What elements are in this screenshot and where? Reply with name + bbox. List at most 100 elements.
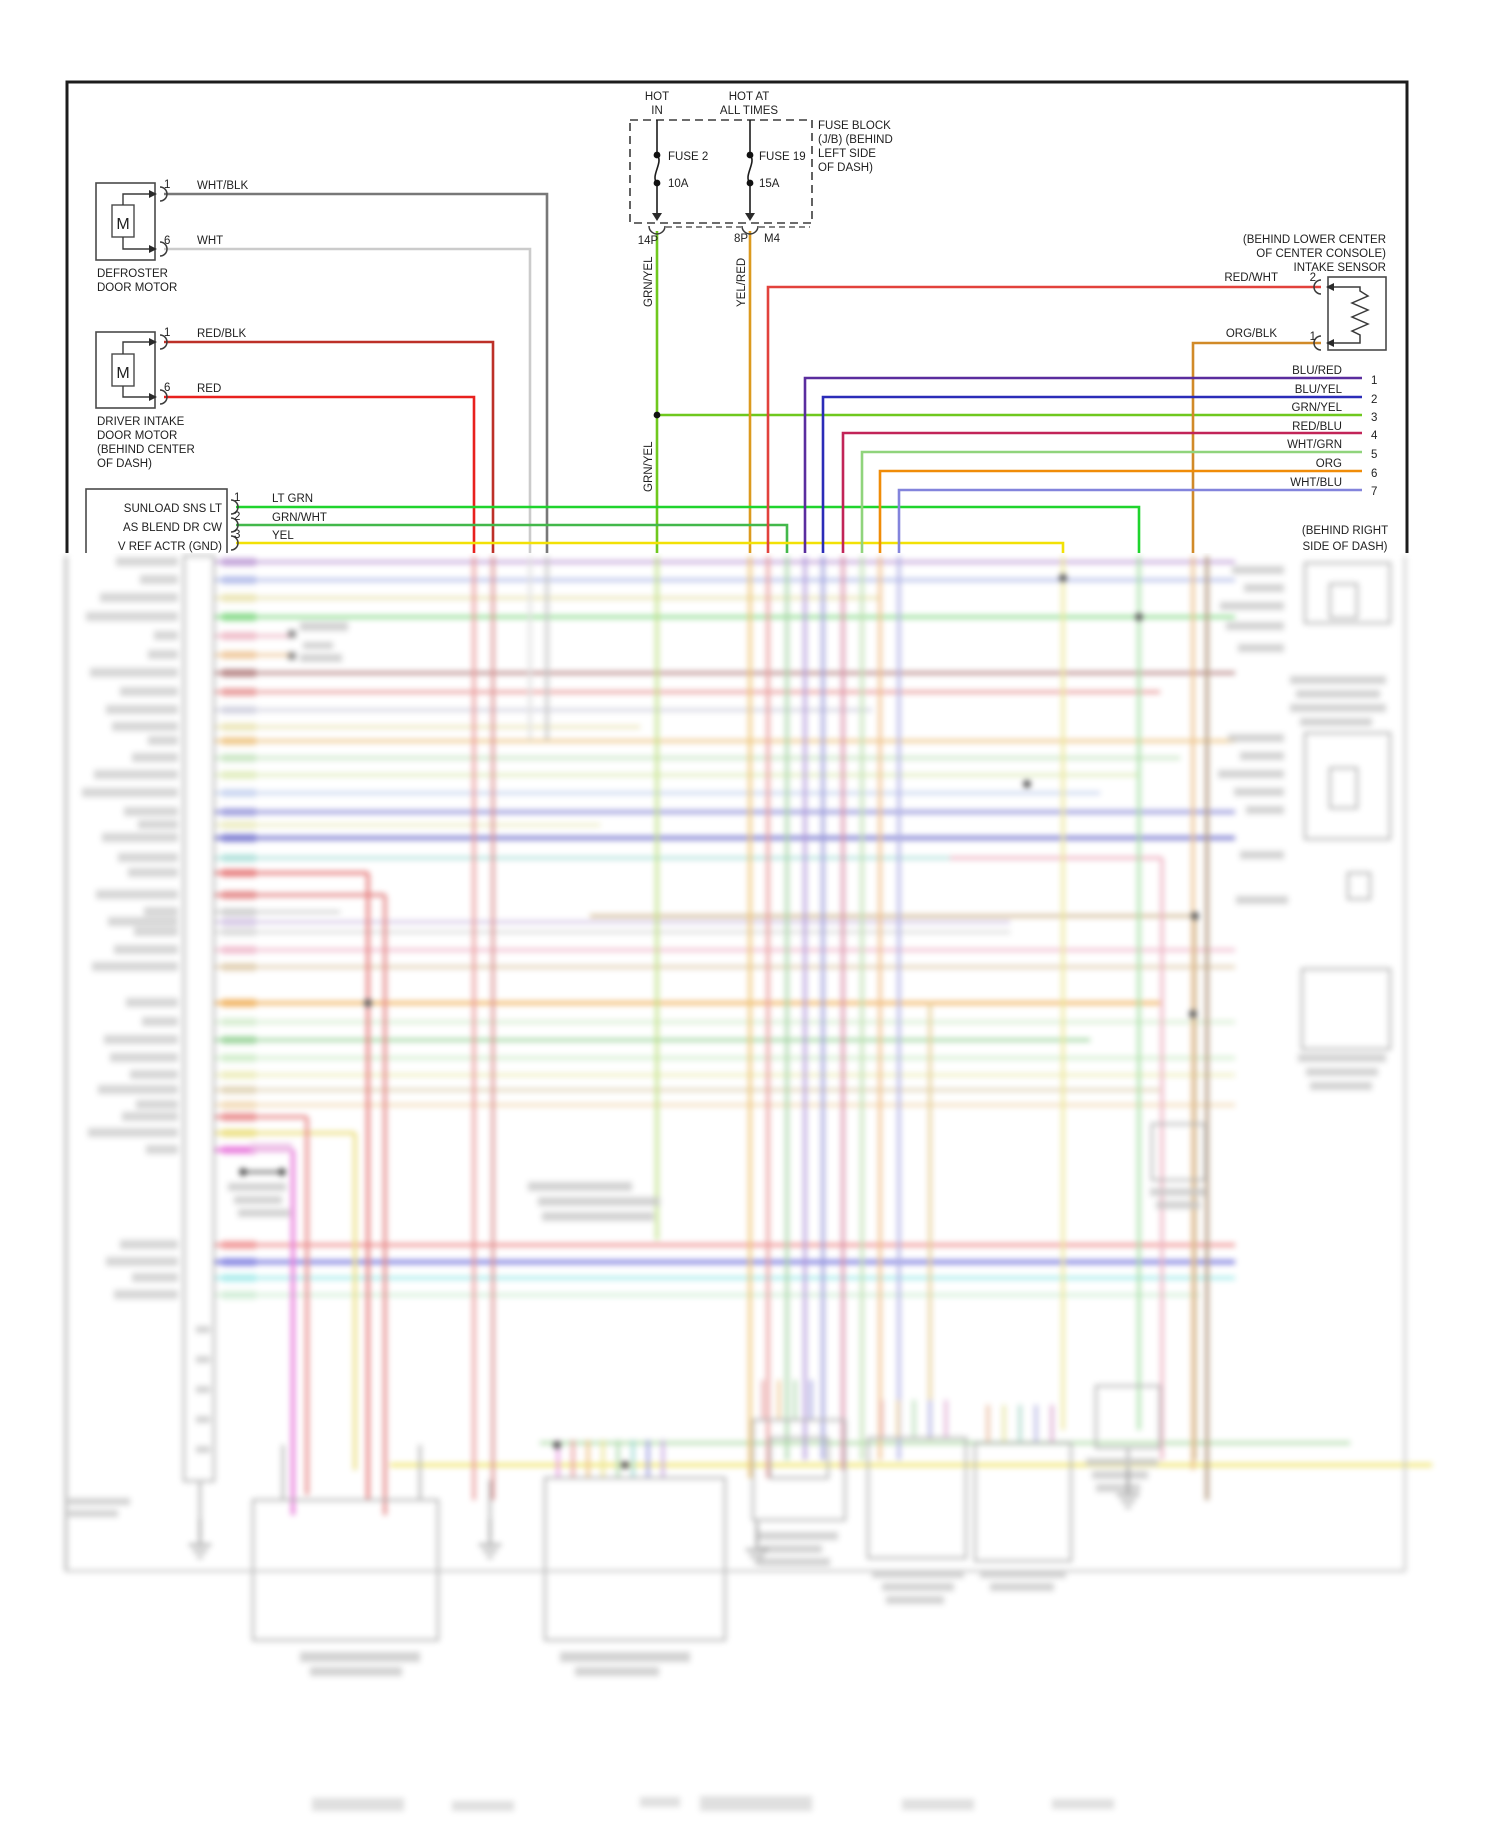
- blur-text-blob: [538, 1197, 660, 1206]
- connector-arc: [230, 535, 239, 551]
- blur-text-blob: [700, 1796, 812, 1811]
- blur-wire-name: [222, 1018, 256, 1026]
- blur-text-blob: [1246, 806, 1284, 814]
- right-pin-5: 5: [1371, 449, 1377, 461]
- blur-label: [130, 1070, 178, 1079]
- blur-wire-name: [222, 1113, 256, 1121]
- blur-text-blob: [1150, 1188, 1206, 1196]
- wire-blu-yel: [821, 395, 1362, 562]
- blur-label: [148, 650, 178, 659]
- blur-component-box: [1346, 871, 1372, 901]
- blur-wire-name: [222, 821, 256, 829]
- wire-red: [164, 395, 476, 562]
- blur-label: [92, 962, 178, 971]
- intake-sensor-name: INTAKE SENSOR: [1294, 262, 1386, 274]
- wire-org-label: ORG: [1316, 458, 1342, 470]
- junction-dot: [746, 151, 754, 159]
- fuse2-label: FUSE 2: [668, 151, 708, 163]
- blur-label: [116, 557, 178, 566]
- connector-14p: 14P: [638, 235, 659, 247]
- blur-wire-name: [222, 1054, 256, 1062]
- wire-grn-yel-label-1: GRN/YEL: [643, 256, 655, 307]
- wire-grn-wht: [236, 523, 789, 562]
- wire-grn-wht-label: GRN/WHT: [272, 512, 327, 524]
- connector-arc: [159, 389, 168, 405]
- blur-wire-name: [222, 789, 256, 797]
- intake-sensor-box: [1327, 276, 1387, 351]
- wire-red-wht-label: RED/WHT: [1224, 272, 1278, 284]
- driver-pin-1: 1: [164, 327, 170, 339]
- blur-label: [104, 1035, 178, 1044]
- fuse19-rating: 15A: [759, 178, 780, 190]
- wire-lt-grn: [236, 505, 1141, 562]
- blur-wire-name: [222, 669, 256, 677]
- connector-arc: [1313, 335, 1322, 351]
- blur-label: [144, 907, 178, 916]
- blur-component-box: [768, 1436, 830, 1480]
- blur-wire-name: [222, 854, 256, 862]
- connector-arc: [741, 225, 759, 235]
- sunload-pin-2: 2: [234, 511, 240, 523]
- blur-text-blob: [1156, 1201, 1200, 1209]
- blur-text-blob: [288, 630, 296, 638]
- blur-label: [108, 917, 178, 926]
- blur-text-blob: [303, 642, 333, 649]
- sunload-pin-3: 3: [234, 529, 240, 541]
- blur-wire-name: [222, 869, 256, 877]
- blur-wire-name: [222, 1258, 256, 1266]
- blur-text-blob: [1232, 566, 1284, 574]
- driver-pin-6: 6: [164, 382, 170, 394]
- blur-text-blob: [250, 1143, 292, 1152]
- sunload-row-3: V REF ACTR (GND): [118, 541, 222, 553]
- fuse-block-line2: (J/B) (BEHIND: [818, 134, 893, 146]
- right-pin-2: 2: [1371, 394, 1377, 406]
- blur-label: [132, 1273, 178, 1282]
- blur-text-blob: [1244, 584, 1284, 592]
- blur-wire-name: [222, 576, 256, 584]
- blur-text-blob: [310, 1667, 402, 1676]
- blur-label: [106, 1257, 178, 1266]
- blur-text-blob: [542, 1212, 654, 1221]
- blur-label: [126, 998, 178, 1007]
- blur-text-blob: [1290, 704, 1386, 712]
- blur-text-blob: [1240, 752, 1284, 760]
- right-pin-3: 3: [1371, 412, 1377, 424]
- defroster-pin-1: 1: [164, 179, 170, 191]
- sunload-row-1: SUNLOAD SNS LT: [124, 503, 222, 515]
- blur-text-blob: [575, 1667, 659, 1676]
- blur-wire-name: [222, 908, 256, 916]
- blur-wire-name: [222, 706, 256, 714]
- blur-text-blob: [1052, 1799, 1114, 1809]
- blur-dot: [621, 1461, 629, 1469]
- blur-text-blob: [990, 1583, 1054, 1591]
- blur-label: [114, 1290, 178, 1299]
- connector-arc: [159, 241, 168, 257]
- blur-label: [86, 612, 178, 621]
- diagram-blur-layer: [0, 553, 1500, 1828]
- blur-wire-name: [222, 1291, 256, 1299]
- wire-lt-grn-label: LT GRN: [272, 493, 313, 505]
- hot-in-line1: HOT: [645, 91, 669, 103]
- junction-dot: [746, 179, 754, 187]
- behind-right-dash-2: SIDE OF DASH): [1303, 541, 1388, 553]
- blur-dot: [553, 1441, 561, 1449]
- blur-label: [142, 1017, 178, 1026]
- blur-label: [88, 1128, 178, 1137]
- blur-dot: [239, 1168, 247, 1176]
- defroster-pin-6: 6: [164, 235, 170, 247]
- blur-label: [94, 770, 178, 779]
- blur-component-box: [251, 1498, 440, 1642]
- blur-text-blob: [902, 1799, 974, 1810]
- blur-text-blob: [756, 1532, 838, 1540]
- blur-text-blob: [68, 1498, 130, 1505]
- blur-wire-name: [222, 594, 256, 602]
- blur-text-blob: [1226, 622, 1284, 630]
- wire-red-wht: [766, 285, 1321, 562]
- blur-wire-name: [222, 754, 256, 762]
- blur-text-blob: [1086, 1458, 1158, 1466]
- arrowhead: [1326, 283, 1334, 291]
- arrowhead: [149, 393, 157, 401]
- blur-wire-name: [222, 632, 256, 640]
- blur-text-blob: [1228, 734, 1284, 742]
